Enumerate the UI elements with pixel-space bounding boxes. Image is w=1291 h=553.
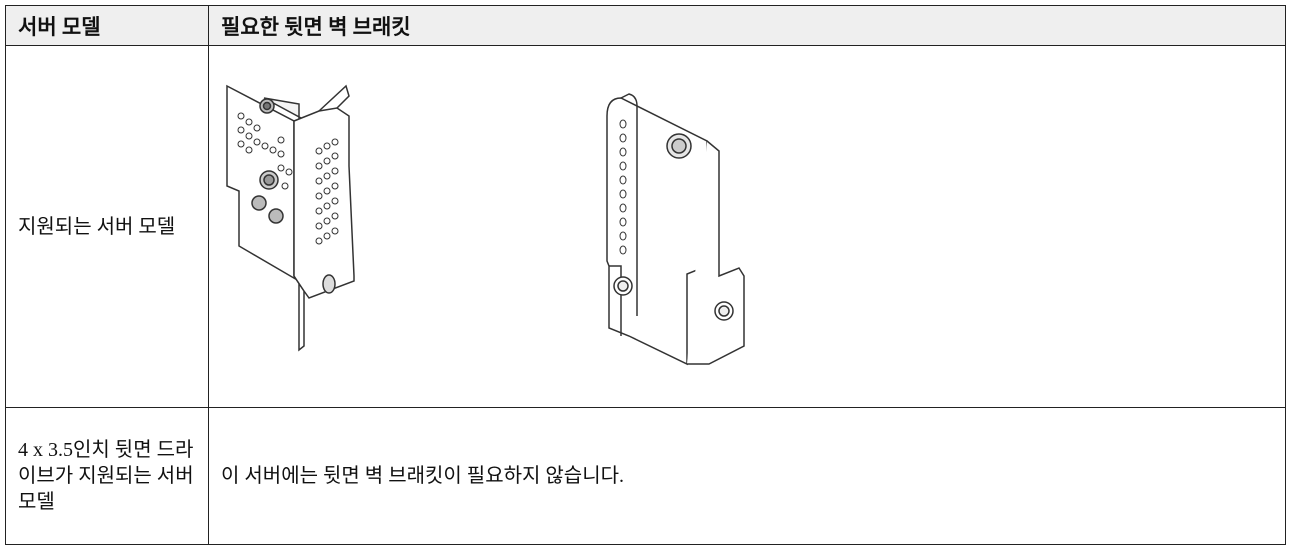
right-bracket xyxy=(606,93,745,366)
bracket-table: 서버 모델 필요한 뒷면 벽 브래킷 지원되는 서버 모델 xyxy=(5,5,1286,545)
table-cell: 지원되는 서버 모델 xyxy=(5,45,209,408)
table-row: 지원되는 서버 모델 xyxy=(5,45,1286,408)
bracket-illustration xyxy=(226,84,745,366)
header-cell: 필요한 뒷면 벽 브래킷 xyxy=(208,5,1286,46)
left-bracket xyxy=(226,84,355,352)
table-cell: 이 서버에는 뒷면 벽 브래킷이 필요하지 않습니다. xyxy=(208,407,1286,545)
table-row: 4 x 3.5인치 뒷면 드라이브가 지원되는 서버 모델 이 서버에는 뒷면 … xyxy=(5,407,1286,545)
table-cell: 4 x 3.5인치 뒷면 드라이브가 지원되는 서버 모델 xyxy=(5,407,209,545)
image-cell xyxy=(208,45,1286,408)
header-row: 서버 모델 필요한 뒷면 벽 브래킷 xyxy=(5,5,1286,46)
header-cell: 서버 모델 xyxy=(5,5,209,46)
